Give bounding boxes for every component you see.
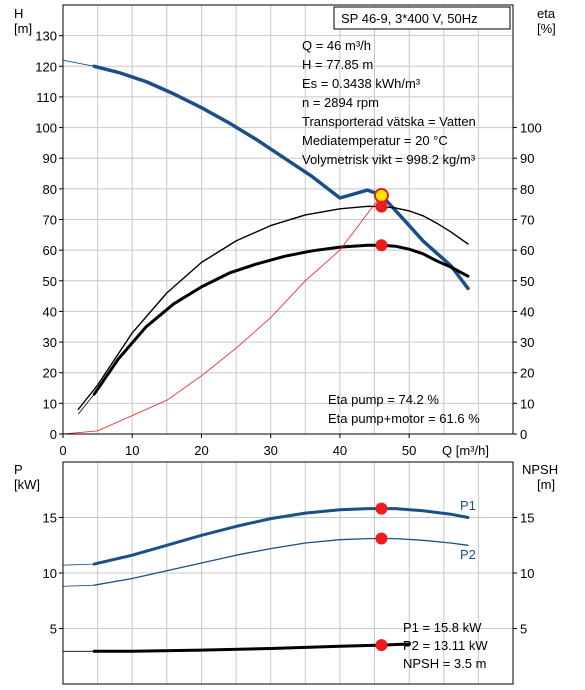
power-info: P1 = 15.8 kW P2 = 13.11 kW NPSH = 3.5 m bbox=[403, 620, 488, 671]
y-tick-label-right: 15 bbox=[520, 511, 534, 526]
chart-title: SP 46-9, 3*400 V, 50Hz bbox=[341, 11, 478, 26]
x-tick-label: 10 bbox=[125, 443, 139, 458]
y-tick-label-left: 10 bbox=[43, 566, 57, 581]
x-tick-label: 40 bbox=[333, 443, 347, 458]
y-tick-label-left: 0 bbox=[50, 427, 57, 442]
y-tick-label-left: 80 bbox=[43, 182, 57, 197]
bottom-series-group bbox=[62, 502, 470, 653]
x-axis-label: Q [m³/h] bbox=[442, 443, 489, 458]
y-tick-label-right: 80 bbox=[520, 182, 534, 197]
y-tick-label-left: 90 bbox=[43, 151, 57, 166]
top-ylabel-right-1: eta bbox=[537, 6, 556, 21]
info-es: Es = 0.3438 kWh/m³ bbox=[302, 76, 421, 91]
y-tick-label-left: 30 bbox=[43, 335, 57, 350]
top-ylabel-left-2: [m] bbox=[14, 21, 32, 36]
series-extension bbox=[62, 563, 95, 566]
bottom-plot-frame bbox=[62, 461, 514, 685]
y-tick-label-left: 120 bbox=[35, 59, 57, 74]
y-tick-label-left: 70 bbox=[43, 213, 57, 228]
y-tick-label-right: 50 bbox=[520, 274, 534, 289]
series-p2 bbox=[93, 537, 469, 586]
y-tick-label-right: 90 bbox=[520, 151, 534, 166]
legend-label-p2: P2 bbox=[460, 547, 476, 562]
x-tick-label: 0 bbox=[59, 443, 66, 458]
info-eta-pump-motor: Eta pump+motor = 61.6 % bbox=[328, 411, 480, 426]
y-tick-label-left: 10 bbox=[43, 396, 57, 411]
y-tick-label-right: 20 bbox=[520, 366, 534, 381]
y-tick-label-right: 10 bbox=[520, 566, 534, 581]
legend-label-p1: P1 bbox=[460, 498, 476, 513]
top-plot-frame bbox=[62, 4, 514, 435]
top-gridlines bbox=[63, 5, 513, 434]
bottom-tick-labels: 5 10 15 5 10 15 bbox=[43, 511, 535, 637]
x-tick-label: 20 bbox=[194, 443, 208, 458]
info-q: Q = 46 m³/h bbox=[302, 38, 371, 53]
x-tick-label: 50 bbox=[402, 443, 416, 458]
top-ylabel-left-1: H bbox=[14, 6, 23, 21]
title-box: SP 46-9, 3*400 V, 50Hz bbox=[333, 6, 511, 30]
y-tick-label-right: 0 bbox=[520, 427, 527, 442]
series-extension bbox=[77, 393, 95, 415]
series-p1 bbox=[92, 507, 470, 566]
operating-point-marker bbox=[375, 502, 388, 515]
y-tick-label-right: 100 bbox=[520, 121, 542, 136]
series-1-2 bbox=[92, 642, 411, 653]
info-density: Volymetrisk vikt = 998.2 kg/m³ bbox=[302, 152, 476, 167]
x-tick-label: 30 bbox=[263, 443, 277, 458]
y-tick-label-left: 15 bbox=[43, 511, 57, 526]
info-eta-pump: Eta pump = 74.2 % bbox=[328, 392, 439, 407]
top-tick-labels: 0102030405060708090100110120130010203040… bbox=[35, 29, 541, 458]
info-p2: P2 = 13.11 kW bbox=[403, 638, 488, 653]
operating-point-marker bbox=[375, 639, 388, 652]
y-tick-label-right: 10 bbox=[520, 396, 534, 411]
y-tick-label-left: 40 bbox=[43, 304, 57, 319]
info-n: n = 2894 rpm bbox=[302, 95, 379, 110]
series-0-2 bbox=[92, 243, 470, 396]
info-p1: P1 = 15.8 kW bbox=[403, 620, 482, 635]
series-extension bbox=[62, 59, 95, 67]
info-temperature: Mediatemperatur = 20 °C bbox=[302, 133, 448, 148]
info-h: H = 77.85 m bbox=[302, 57, 373, 72]
top-series-group bbox=[62, 59, 470, 435]
y-tick-label-right: 70 bbox=[520, 213, 534, 228]
operating-point-marker bbox=[375, 239, 388, 252]
bottom-ylabel-left-2: [kW] bbox=[14, 477, 40, 492]
y-tick-label-left: 50 bbox=[43, 274, 57, 289]
y-tick-label-left: 60 bbox=[43, 243, 57, 258]
y-tick-label-left: 110 bbox=[36, 90, 57, 105]
duty-point-info: Q = 46 m³/h H = 77.85 m Es = 0.3438 kWh/… bbox=[302, 38, 476, 167]
y-tick-label-right: 40 bbox=[520, 304, 534, 319]
bottom-ylabel-right-1: NPSH bbox=[522, 462, 558, 477]
series-0-0 bbox=[92, 64, 470, 291]
top-ylabel-right-2: [%] bbox=[537, 21, 556, 36]
operating-point-marker bbox=[375, 200, 388, 213]
bottom-ylabel-right-2: [m] bbox=[537, 477, 555, 492]
eta-info: Eta pump = 74.2 % Eta pump+motor = 61.6 … bbox=[328, 392, 480, 426]
operating-point-marker bbox=[375, 532, 388, 545]
y-tick-label-left: 20 bbox=[43, 366, 57, 381]
bottom-gridlines bbox=[63, 462, 513, 684]
series-0-3 bbox=[62, 194, 382, 435]
duty-point-marker bbox=[373, 187, 389, 203]
info-npsh: NPSH = 3.5 m bbox=[403, 656, 486, 671]
series-0-1 bbox=[77, 205, 469, 411]
y-tick-label-right: 60 bbox=[520, 243, 534, 258]
y-tick-label-right: 30 bbox=[520, 335, 534, 350]
y-tick-label-left: 5 bbox=[50, 622, 57, 637]
y-tick-label-left: 130 bbox=[35, 29, 57, 44]
series-extension bbox=[62, 584, 95, 587]
info-liquid: Transporterad vätska = Vatten bbox=[302, 114, 476, 129]
y-tick-label-right: 5 bbox=[520, 622, 527, 637]
y-tick-label-left: 100 bbox=[35, 121, 57, 136]
bottom-ylabel-left-1: P bbox=[14, 462, 23, 477]
